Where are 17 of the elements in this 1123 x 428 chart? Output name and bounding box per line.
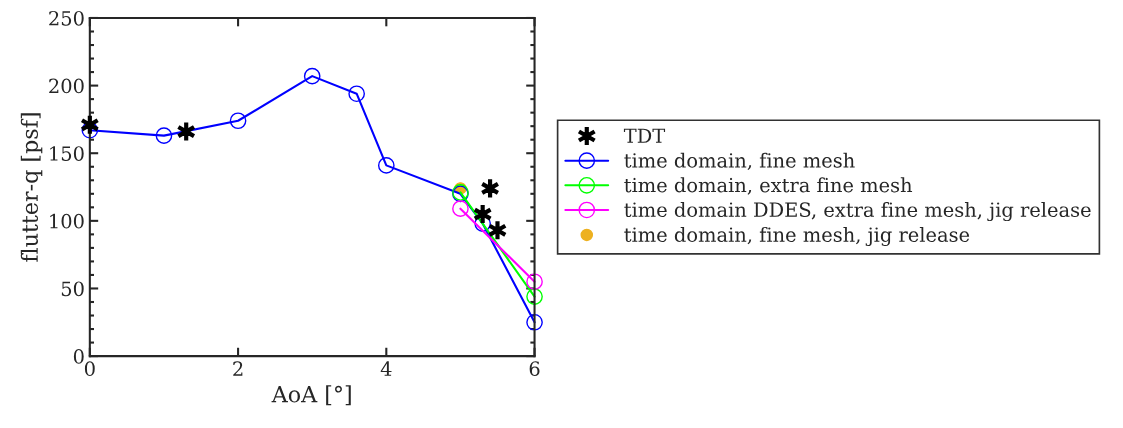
x-axis-title: AoA [°] <box>271 385 351 406</box>
legend-label: TDT <box>623 128 666 143</box>
y-tick-label: 150 <box>50 146 84 161</box>
legend-label: time domain, fine mesh <box>624 152 855 171</box>
legend-label: time domain DDES, extra fine mesh, jig release <box>624 202 1091 222</box>
y-tick-label: 250 <box>49 10 84 26</box>
x-tick-label: 6 <box>529 361 540 377</box>
legend-label: time domain, fine mesh, jig release <box>624 226 970 247</box>
y-tick-label: 0 <box>73 349 84 364</box>
x-tick-label: 0 <box>84 361 95 377</box>
x-tick-label: 4 <box>380 361 392 376</box>
legend-label: time domain, extra fine mesh <box>624 177 913 195</box>
y-tick-label: 100 <box>50 213 84 229</box>
y-tick-label: 200 <box>49 78 84 94</box>
x-tick-label: 2 <box>233 361 243 376</box>
y-tick-label: 50 <box>61 281 84 297</box>
y-axis-title: flutter-q [psf] <box>20 113 43 262</box>
